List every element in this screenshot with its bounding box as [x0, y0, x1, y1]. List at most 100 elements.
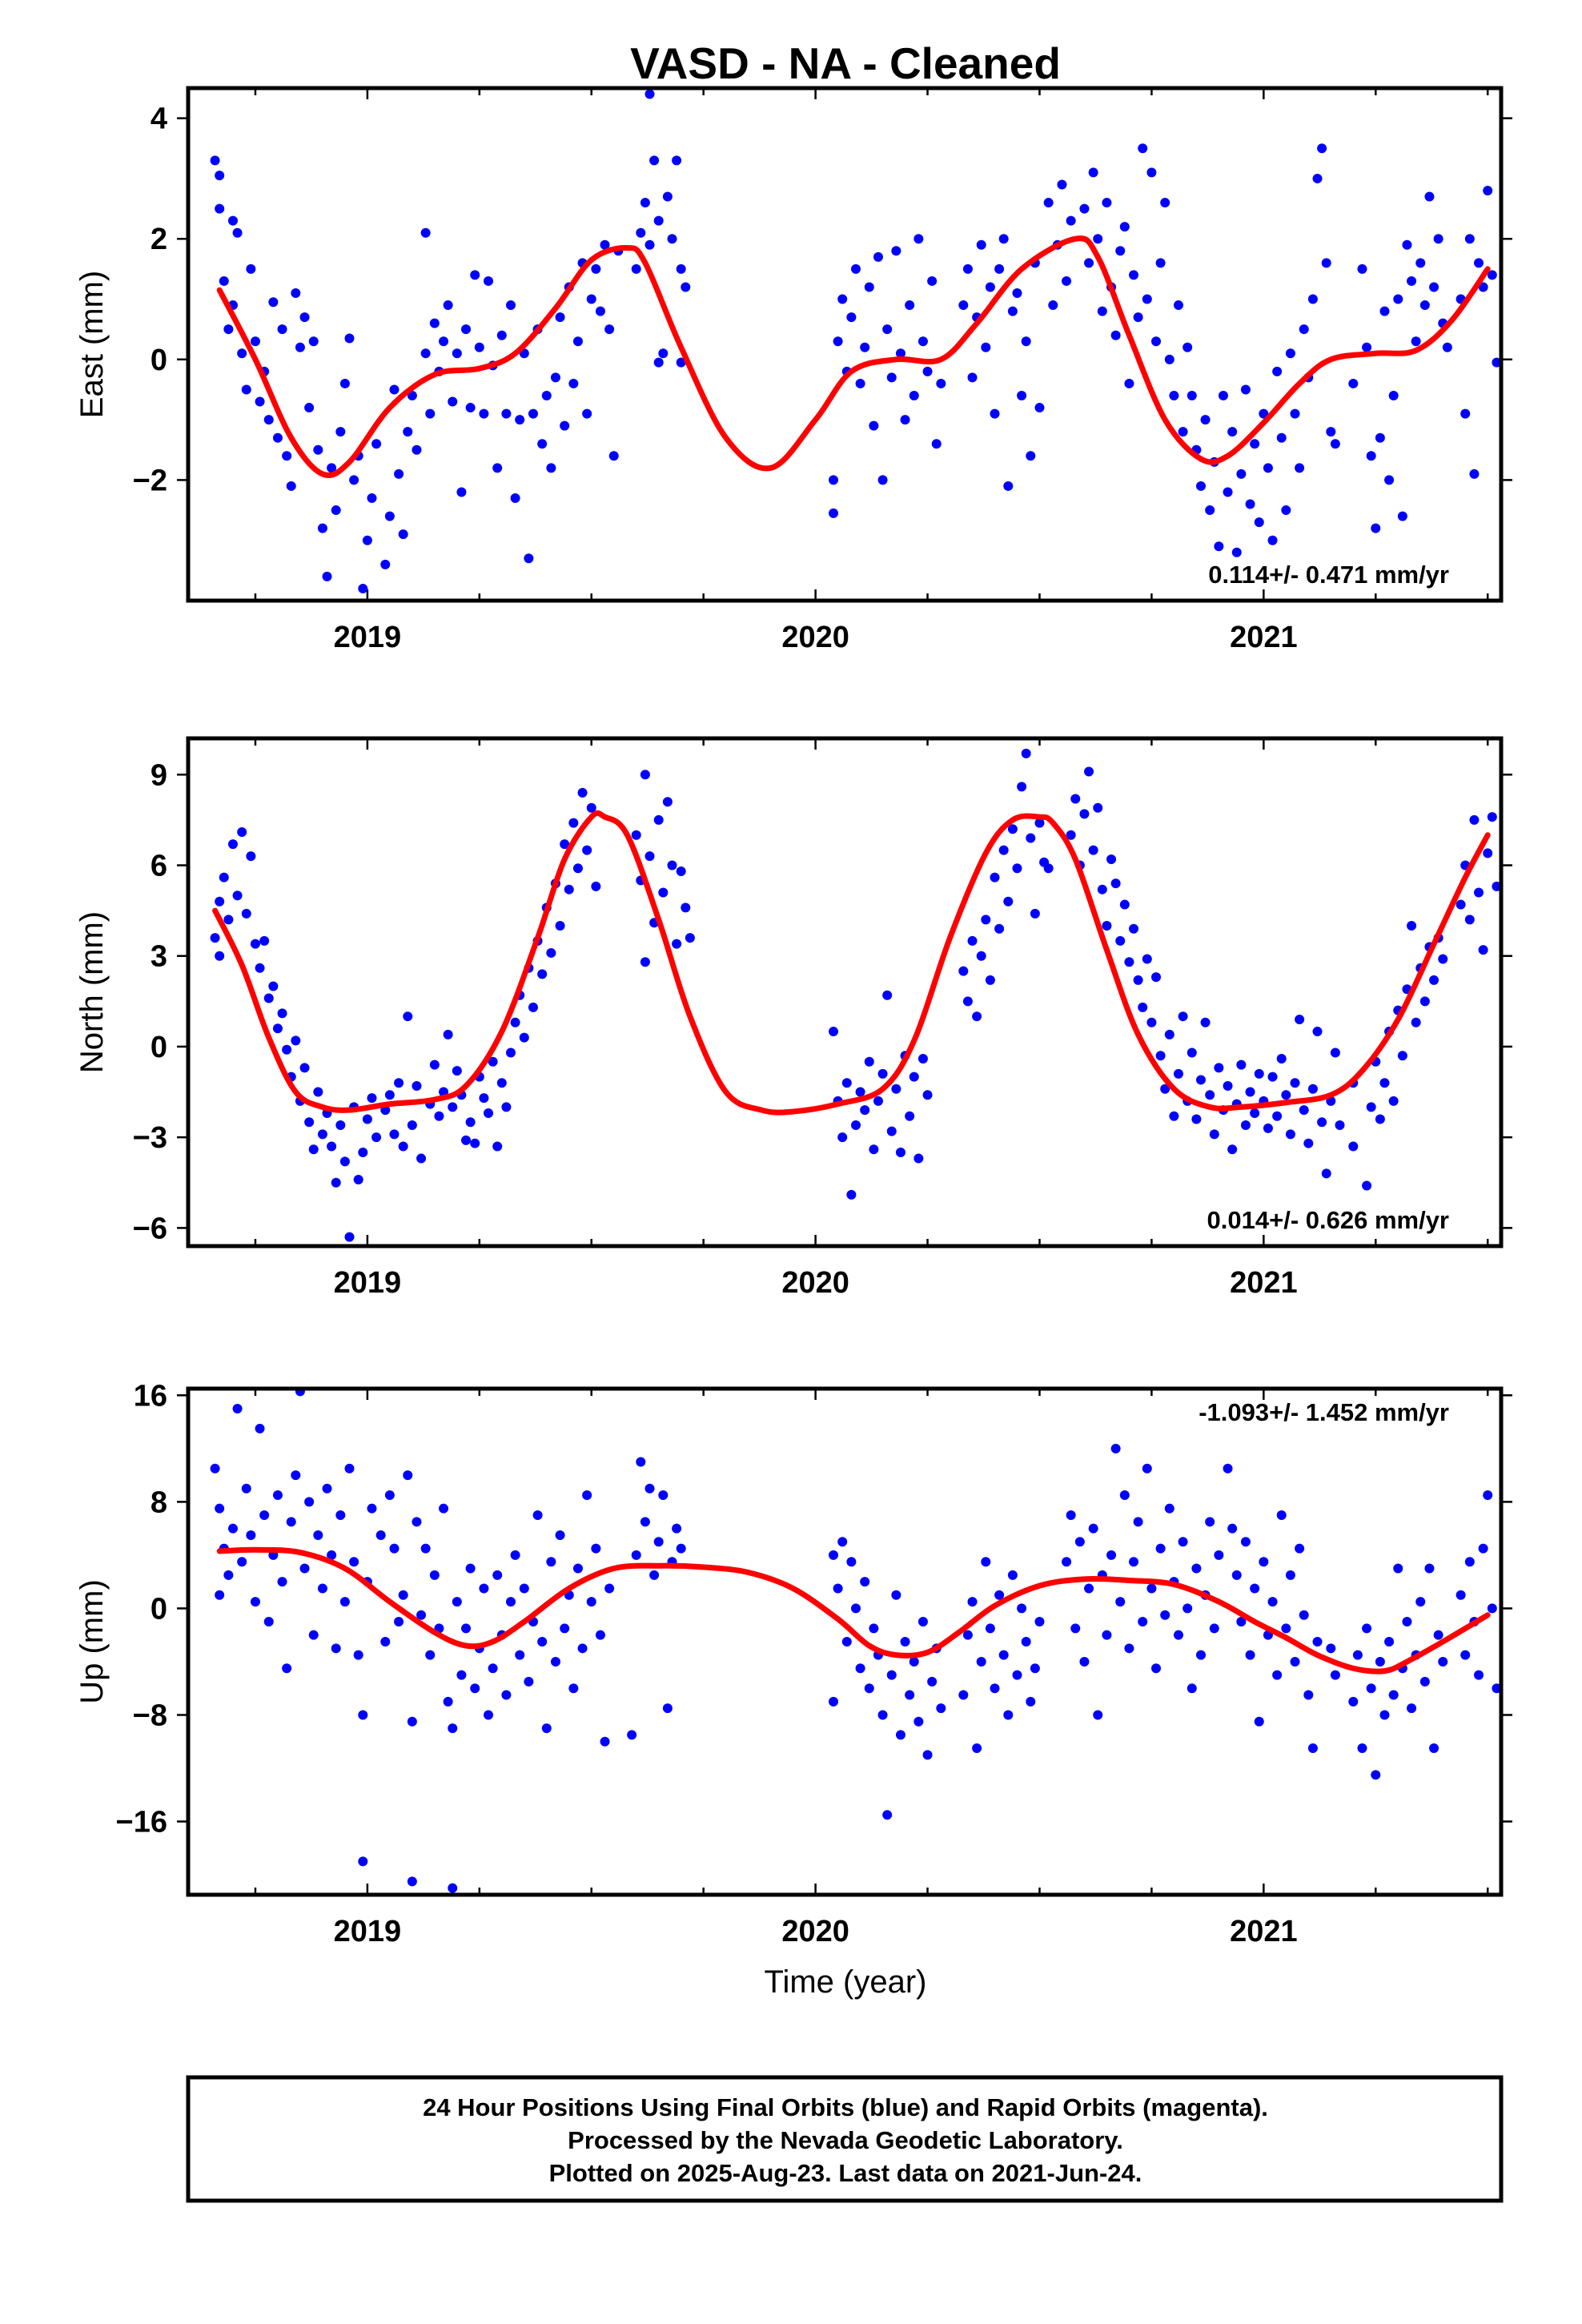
- north-data-point: [672, 939, 682, 949]
- up-data-point: [255, 1423, 265, 1433]
- up-data-point: [1003, 1710, 1014, 1720]
- up-data-point: [358, 1710, 368, 1720]
- east-data-point: [644, 89, 655, 99]
- up-data-point: [994, 1590, 1005, 1600]
- up-data-point: [591, 1543, 601, 1554]
- up-data-point: [837, 1537, 848, 1547]
- north-data-point: [1388, 1096, 1399, 1106]
- east-data-point: [676, 263, 686, 274]
- north-data-point: [1429, 975, 1439, 985]
- east-data-point: [327, 463, 337, 473]
- up-data-point: [998, 1650, 1009, 1660]
- east-data-point: [452, 348, 462, 359]
- up-rate-label: -1.093+/- 1.452 mm/yr: [1199, 1398, 1449, 1426]
- east-data-point: [967, 372, 978, 383]
- east-data-point: [215, 203, 225, 214]
- up-data-point: [640, 1517, 650, 1527]
- north-data-point: [1469, 814, 1480, 825]
- east-data-point: [1299, 324, 1309, 335]
- north-data-point: [268, 981, 279, 991]
- east-data-point: [389, 384, 400, 395]
- east-data-point: [1419, 300, 1430, 311]
- east-data-point: [600, 239, 610, 250]
- up-data-point: [1379, 1710, 1390, 1720]
- up-data-point: [532, 1510, 543, 1520]
- up-data-point: [1312, 1637, 1323, 1647]
- north-data-point: [282, 1044, 292, 1055]
- east-data-point: [219, 275, 229, 286]
- up-y-tick-label: −16: [116, 1806, 167, 1839]
- up-data-point: [210, 1463, 220, 1474]
- north-data-point: [1142, 954, 1152, 964]
- east-data-point: [394, 468, 404, 479]
- north-data-point: [877, 1068, 888, 1079]
- north-data-point: [479, 1093, 489, 1104]
- up-data-point: [215, 1590, 225, 1600]
- north-data-point: [1034, 818, 1045, 828]
- up-data-point: [1231, 1570, 1242, 1580]
- up-data-point: [1074, 1537, 1085, 1547]
- up-data-point: [550, 1656, 560, 1667]
- up-data-point: [1460, 1650, 1471, 1660]
- east-data-point: [496, 330, 507, 340]
- up-data-point: [327, 1550, 337, 1560]
- north-data-point: [1290, 1078, 1300, 1088]
- east-data-point: [877, 475, 888, 485]
- east-data-point: [429, 318, 440, 328]
- north-data-point: [1138, 1002, 1148, 1012]
- up-data-point: [439, 1503, 449, 1514]
- east-rate-label: 0.114+/- 0.471 mm/yr: [1208, 561, 1449, 589]
- north-data-point: [981, 915, 991, 925]
- east-data-point: [676, 357, 686, 368]
- east-data-point: [913, 234, 924, 244]
- up-data-point: [1348, 1696, 1359, 1707]
- up-data-point: [1487, 1603, 1497, 1614]
- up-data-point: [936, 1703, 946, 1714]
- east-data-point: [1460, 408, 1471, 419]
- north-data-point: [1043, 863, 1054, 874]
- north-data-point: [1317, 1117, 1327, 1128]
- north-data-point: [1007, 824, 1018, 834]
- north-data-point: [416, 1153, 427, 1164]
- north-data-point: [922, 1090, 933, 1100]
- east-x-tick-label: 2020: [781, 621, 849, 654]
- east-data-point: [308, 336, 319, 347]
- east-data-point: [572, 336, 583, 347]
- east-data-point: [304, 403, 315, 413]
- north-data-point: [331, 1177, 341, 1188]
- up-data-point: [658, 1490, 669, 1501]
- east-data-point: [994, 263, 1005, 274]
- east-data-point: [1442, 342, 1452, 352]
- up-data-point: [448, 1883, 458, 1893]
- up-data-point: [304, 1497, 315, 1507]
- east-data-point: [510, 493, 520, 503]
- east-data-point: [608, 451, 619, 461]
- north-y-tick-label: −3: [133, 1121, 167, 1155]
- up-data-point: [860, 1577, 870, 1587]
- up-data-point: [1415, 1597, 1426, 1607]
- north-data-point: [358, 1148, 368, 1158]
- east-data-point: [1290, 408, 1300, 419]
- east-data-point: [931, 439, 942, 449]
- east-data-point: [367, 493, 377, 503]
- up-data-point: [375, 1530, 386, 1540]
- east-data-point: [560, 420, 570, 431]
- north-data-point: [367, 1093, 377, 1104]
- up-data-point: [282, 1663, 292, 1674]
- up-data-point: [1362, 1623, 1372, 1634]
- north-y-tick-label: 0: [151, 1031, 167, 1064]
- footer-line-3: Plotted on 2025-Aug-23. Last data on 202…: [549, 2159, 1142, 2187]
- north-data-point: [586, 802, 596, 813]
- up-data-point: [358, 1856, 368, 1867]
- up-data-point: [649, 1570, 660, 1580]
- east-data-point: [1084, 258, 1094, 268]
- east-data-point: [1186, 391, 1197, 400]
- north-data-point: [667, 860, 677, 870]
- east-data-point: [1003, 480, 1014, 491]
- east-data-point: [1429, 282, 1439, 292]
- north-data-point: [1160, 1084, 1170, 1094]
- east-data-point: [344, 333, 355, 344]
- north-data-point: [403, 1011, 413, 1022]
- north-data-point: [263, 993, 274, 1003]
